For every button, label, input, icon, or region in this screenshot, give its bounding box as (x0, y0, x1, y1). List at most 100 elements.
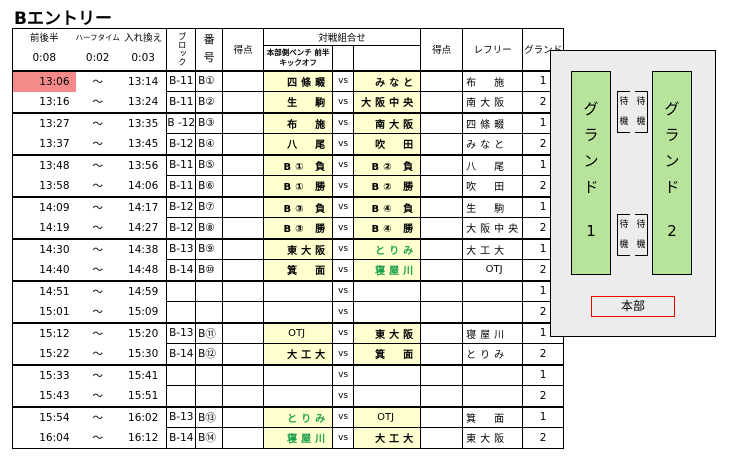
vs-label: vs (332, 427, 355, 449)
start-time: 13:06 (12, 69, 76, 92)
team-a: OTJ (263, 321, 334, 344)
vs-label: vs (332, 217, 355, 239)
end-time: 13:14 (119, 69, 167, 92)
score-right (420, 217, 464, 239)
tilde: 〜 (92, 180, 103, 192)
referee: 生 駒 (462, 195, 524, 218)
match-number: B② (195, 91, 224, 113)
team-b (353, 301, 422, 323)
match-number (195, 385, 224, 407)
team-a: とりみ (263, 405, 334, 428)
team-b: 大阪中央 (353, 91, 422, 113)
tilde: 〜 (75, 279, 120, 302)
start-time: 13:16 (12, 91, 76, 113)
score-left (222, 91, 265, 113)
match-number (195, 279, 224, 302)
team-a: 箕 面 (263, 259, 334, 281)
start-time: 13:27 (12, 111, 76, 134)
start-time: 14:19 (12, 217, 76, 239)
vs-label: vs (332, 385, 355, 407)
block-cell: B-14 (166, 343, 197, 365)
score-left (222, 427, 265, 449)
block-cell: B-12 (166, 195, 197, 218)
table-row: 15:12 〜 15:20 B-13 B⑪ OTJ vs 東大阪 寝屋川 1 (12, 321, 565, 344)
score-left (222, 69, 265, 92)
vs-label: vs (332, 363, 355, 386)
match-number: B① (195, 69, 224, 92)
team-b-header-blank (353, 45, 422, 71)
referee: 布 施 (462, 69, 524, 92)
tilde: 〜 (92, 222, 103, 234)
tilde: 〜 (92, 264, 103, 276)
score-left (222, 195, 265, 218)
tilde: 〜 (92, 390, 103, 402)
match-number: B⑤ (195, 153, 224, 176)
start-time: 13:58 (12, 175, 76, 197)
block-cell (166, 363, 197, 386)
start-time: 15:54 (12, 405, 76, 428)
table-row: 14:40 〜 14:48 B-14 B⑩ 箕 面 vs 寝屋川 OTJ 2 (12, 259, 565, 281)
match-number: B⑫ (195, 343, 224, 365)
vs-label: vs (332, 153, 355, 176)
tilde: 〜 (75, 237, 120, 260)
tilde: 〜 (92, 138, 103, 150)
end-time: 14:27 (128, 221, 159, 234)
end-time: 15:51 (128, 389, 159, 402)
block-cell (166, 279, 197, 302)
match-number: B⑧ (195, 217, 224, 239)
waiting-area: 待機 (635, 214, 648, 256)
score-left (222, 237, 265, 260)
referee (462, 363, 524, 386)
score-left (222, 133, 265, 155)
end-time: 14:17 (119, 195, 167, 218)
block-cell: B-11 (166, 91, 197, 113)
team-b: 東大阪 (353, 321, 422, 344)
start-time: 14:30 (12, 237, 76, 260)
ground-number: 1 (522, 405, 565, 428)
ground-1-label: グランド (583, 100, 599, 196)
start-time: 14:09 (12, 195, 76, 218)
ground-2-label: グランド (664, 100, 680, 196)
referee: とりみ (462, 343, 524, 365)
team-a: 布 施 (263, 111, 334, 134)
number-header-text: 番号 (203, 33, 215, 65)
score-right (420, 91, 464, 113)
end-time: 15:41 (119, 363, 167, 386)
end-time: 14:48 (128, 263, 159, 276)
start-time: 13:48 (12, 153, 76, 176)
team-b (353, 385, 422, 407)
table-row: 14:19 〜 14:27 B-12 B⑧ B③ 勝 vs B④ 勝大阪中央 2 (12, 217, 565, 239)
referee: 四條畷 (462, 111, 524, 134)
team-a: B③ 勝 (263, 217, 334, 239)
block-header-text: ブロック (176, 32, 187, 67)
score-left (222, 259, 265, 281)
vs-label: vs (332, 195, 355, 218)
referee: 大工大 (462, 237, 524, 260)
match-number (195, 363, 224, 386)
table-row: 15:01 〜 15:09 vs 2 (12, 301, 565, 323)
start-time: 14:40 (12, 259, 76, 281)
match-number: B⑦ (195, 195, 224, 218)
start-time: 15:43 (12, 385, 76, 407)
start-time: 13:37 (12, 133, 76, 155)
team-a: 大工大 (263, 343, 334, 365)
end-time: 13:45 (128, 137, 159, 150)
end-time: 16:02 (119, 405, 167, 428)
referee (462, 279, 524, 302)
team-a: B③ 負 (263, 195, 334, 218)
end-time: 15:09 (128, 305, 159, 318)
team-b: OTJ (353, 405, 422, 428)
vs-label: vs (332, 237, 355, 260)
team-a: 寝屋川 (263, 427, 334, 449)
start-time: 15:33 (12, 363, 76, 386)
team-b (353, 279, 422, 302)
team-a: 八 尾 (263, 133, 334, 155)
start-time: 16:04 (12, 427, 76, 449)
team-b: B② 勝 (353, 175, 422, 197)
score-left (222, 279, 265, 302)
score-left (222, 385, 265, 407)
vs-label: vs (332, 321, 355, 344)
block-cell: B-13 (166, 237, 197, 260)
team-b: 箕 面 (353, 343, 422, 365)
